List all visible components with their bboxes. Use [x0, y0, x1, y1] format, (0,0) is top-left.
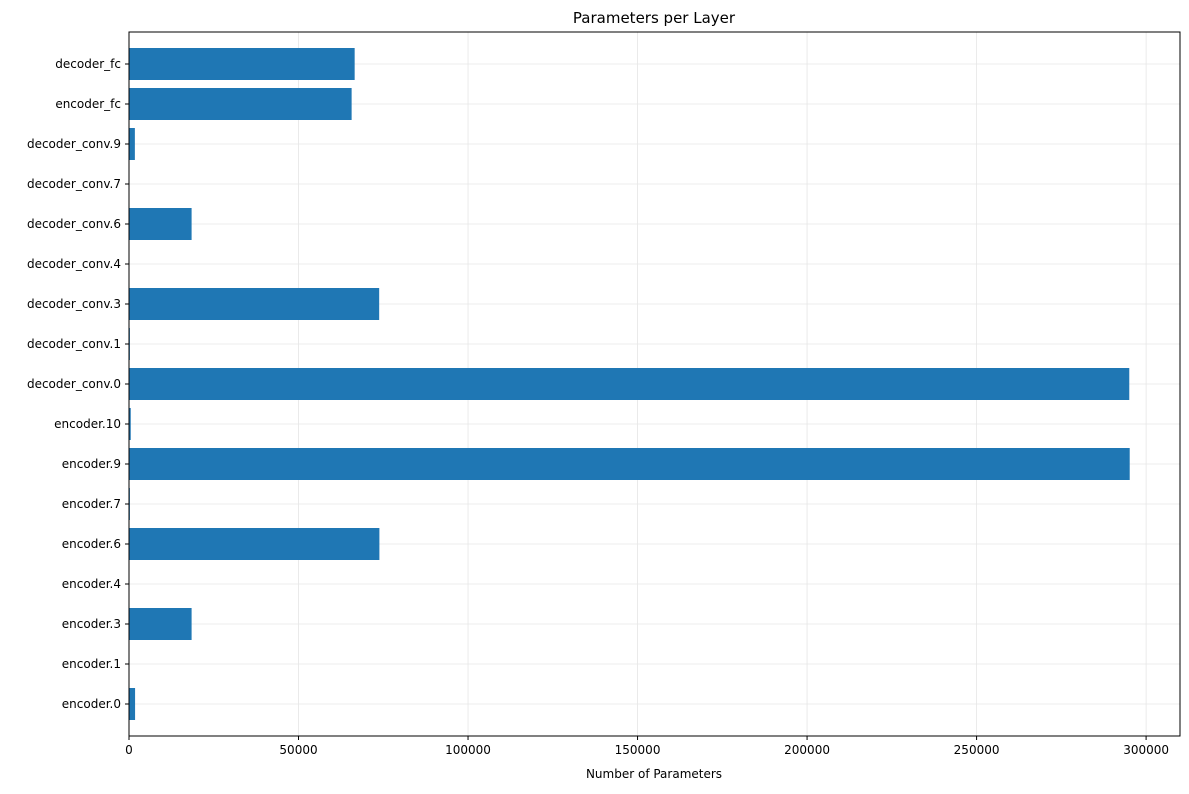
bar-decoder-fc — [129, 48, 355, 80]
bar-encoder-9 — [129, 448, 1130, 480]
bars — [129, 48, 1130, 720]
bar-encoder-3 — [129, 608, 192, 640]
y-tick-label: decoder_conv.1 — [27, 337, 121, 351]
bar-decoder-conv-3 — [129, 288, 379, 320]
y-tick-label: decoder_conv.3 — [27, 297, 121, 311]
y-tick-label: decoder_conv.4 — [27, 257, 121, 271]
y-tick-label: decoder_conv.0 — [27, 377, 121, 391]
y-tick-label: encoder.9 — [62, 457, 121, 471]
y-tick-label: encoder.4 — [62, 577, 121, 591]
x-ticks: 0 50000 100000 150000 200000 250000 300000 — [125, 736, 1169, 757]
y-tick-label: decoder_conv.9 — [27, 137, 121, 151]
x-tick-label: 300000 — [1123, 743, 1169, 757]
y-tick-label: decoder_fc — [55, 57, 121, 71]
y-tick-label: encoder.3 — [62, 617, 121, 631]
bar-decoder-conv-0 — [129, 368, 1129, 400]
y-tick-label: encoder.10 — [54, 417, 121, 431]
y-tick-label: decoder_conv.7 — [27, 177, 121, 191]
bar-encoder-6 — [129, 528, 379, 560]
y-tick-label: encoder.0 — [62, 697, 121, 711]
x-tick-label: 200000 — [784, 743, 830, 757]
y-tick-label: decoder_conv.6 — [27, 217, 121, 231]
bar-decoder-conv-9 — [129, 128, 135, 160]
y-tick-label: encoder.1 — [62, 657, 121, 671]
bar-encoder-0 — [129, 688, 135, 720]
x-tick-label: 250000 — [954, 743, 1000, 757]
x-axis-label: Number of Parameters — [586, 767, 722, 781]
x-tick-label: 150000 — [615, 743, 661, 757]
y-tick-label: encoder_fc — [55, 97, 121, 111]
y-tick-label: encoder.6 — [62, 537, 121, 551]
bar-decoder-conv-6 — [129, 208, 192, 240]
y-ticks: encoder.0 encoder.1 encoder.3 encoder.4 enco… — [27, 57, 129, 711]
bar-encoder-fc — [129, 88, 352, 120]
y-tick-label: encoder.7 — [62, 497, 121, 511]
chart-title: Parameters per Layer — [573, 9, 736, 27]
x-tick-label: 0 — [125, 743, 133, 757]
x-tick-label: 100000 — [445, 743, 491, 757]
x-tick-label: 50000 — [279, 743, 317, 757]
